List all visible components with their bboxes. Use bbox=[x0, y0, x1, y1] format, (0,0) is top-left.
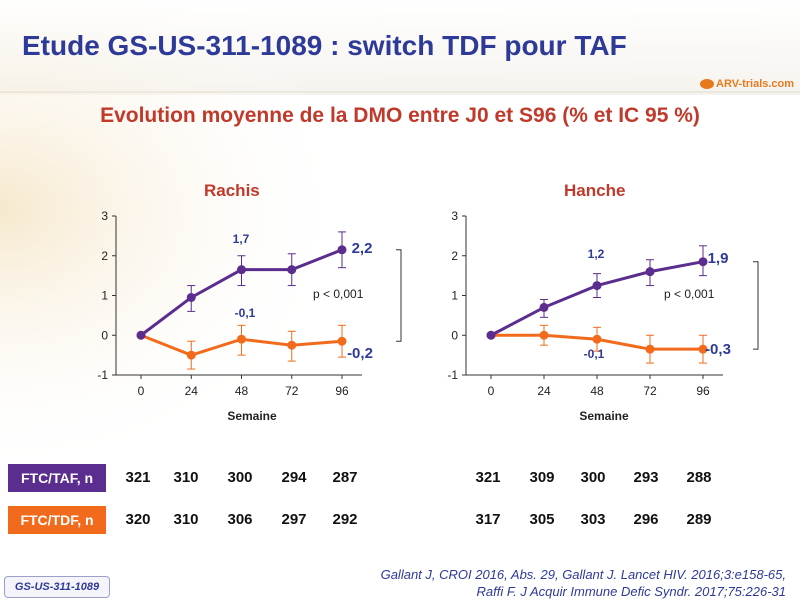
logo-icon bbox=[700, 79, 714, 90]
point-label-tdf: -0,1 bbox=[584, 347, 605, 361]
point-label-taf: 1,7 bbox=[233, 232, 250, 246]
x-tick-label-0: 0 bbox=[488, 384, 495, 398]
study-badge: GS-US-311-1089 bbox=[4, 576, 110, 598]
end-label-taf: 1,9 bbox=[708, 250, 729, 267]
page-title: Etude GS-US-311-1089 : switch TDF pour T… bbox=[22, 30, 627, 61]
data-point-tdf bbox=[337, 336, 347, 346]
p-value-label: p < 0,001 bbox=[664, 287, 715, 301]
x-tick-label-1: 24 bbox=[185, 384, 199, 398]
data-point-taf bbox=[645, 267, 655, 277]
y-tick-label-0: -1 bbox=[447, 368, 458, 382]
end-label-taf: 2,2 bbox=[352, 240, 373, 257]
data-point-taf bbox=[237, 265, 246, 275]
reference-citation: Gallant J, CROI 2016, Abs. 29, Gallant J… bbox=[381, 566, 786, 600]
point-label-tdf: -0,1 bbox=[235, 306, 256, 320]
point-label-taf: 1,2 bbox=[588, 247, 605, 261]
data-point-tdf bbox=[698, 344, 708, 354]
x-tick-label-4: 96 bbox=[335, 384, 349, 398]
data-point-tdf bbox=[592, 334, 602, 344]
x-tick-label-3: 72 bbox=[285, 384, 299, 398]
y-tick-label-4: 3 bbox=[451, 209, 458, 223]
data-point-tdf bbox=[237, 334, 246, 344]
reference-line-1: Gallant J, CROI 2016, Abs. 29, Gallant J… bbox=[380, 567, 786, 582]
end-label-tdf: -0,3 bbox=[705, 341, 731, 358]
chart-title-rachis: Rachis bbox=[204, 181, 260, 200]
reference-line-2: Raffi F. J Acquir Immune Defic Syndr. 20… bbox=[476, 584, 786, 599]
x-tick-label-2: 48 bbox=[235, 384, 249, 398]
data-point-tdf bbox=[287, 340, 297, 350]
y-tick-label-2: 1 bbox=[451, 289, 458, 303]
x-tick-label-0: 0 bbox=[138, 384, 145, 398]
data-point-taf bbox=[592, 281, 602, 291]
x-tick-label-4: 96 bbox=[696, 384, 710, 398]
data-point-tdf bbox=[645, 344, 655, 354]
y-tick-label-0: -1 bbox=[97, 368, 108, 382]
y-tick-label-1: 0 bbox=[451, 328, 458, 342]
arv-trials-logo: ARV-trials.com bbox=[700, 78, 794, 90]
data-point-taf bbox=[698, 257, 708, 267]
y-tick-label-1: 0 bbox=[101, 328, 108, 342]
x-axis-title: Semaine bbox=[227, 409, 277, 423]
x-tick-label-3: 72 bbox=[643, 384, 657, 398]
end-label-tdf: -0,2 bbox=[347, 345, 373, 362]
data-point-tdf bbox=[539, 330, 549, 340]
data-point-taf bbox=[136, 330, 146, 340]
significance-bracket bbox=[396, 249, 402, 342]
logo-text: ARV-trials.com bbox=[716, 78, 795, 90]
y-tick-label-3: 2 bbox=[101, 249, 108, 263]
significance-bracket bbox=[753, 261, 759, 350]
y-tick-label-2: 1 bbox=[101, 289, 108, 303]
y-tick-label-3: 2 bbox=[451, 249, 458, 263]
data-point-taf bbox=[486, 330, 496, 340]
data-point-taf bbox=[539, 302, 549, 312]
data-point-taf bbox=[186, 292, 196, 302]
x-axis-title: Semaine bbox=[579, 409, 629, 423]
data-point-taf bbox=[287, 265, 297, 275]
x-tick-label-2: 48 bbox=[590, 384, 604, 398]
chart-title-hanche: Hanche bbox=[564, 181, 626, 200]
slide-subtitle: Evolution moyenne de la DMO entre J0 et … bbox=[100, 104, 700, 127]
p-value-label: p < 0,001 bbox=[313, 287, 364, 301]
x-tick-label-1: 24 bbox=[537, 384, 551, 398]
data-point-tdf bbox=[186, 350, 196, 360]
data-point-taf bbox=[337, 245, 347, 255]
y-tick-label-4: 3 bbox=[101, 209, 108, 223]
